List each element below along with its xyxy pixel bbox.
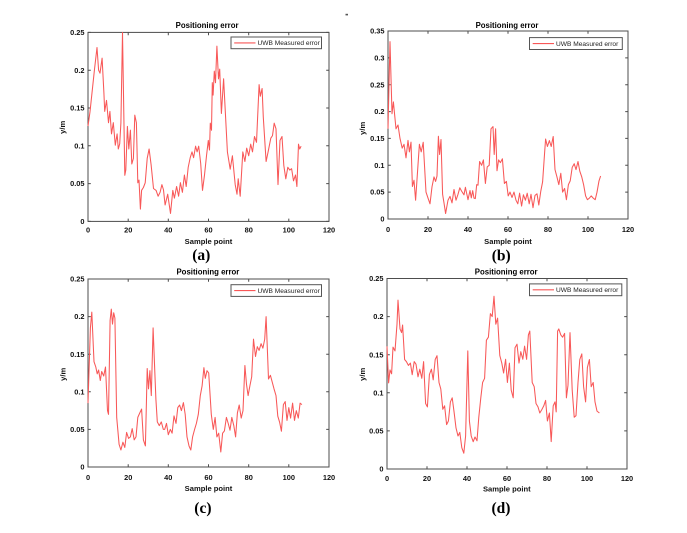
- svg-text:80: 80: [544, 225, 552, 234]
- svg-text:0: 0: [80, 463, 84, 472]
- svg-text:Sample point: Sample point: [185, 484, 233, 493]
- svg-text:120: 120: [323, 473, 335, 482]
- svg-text:60: 60: [204, 473, 212, 482]
- svg-text:0: 0: [385, 474, 389, 483]
- svg-text:100: 100: [581, 474, 593, 483]
- svg-text:0.15: 0.15: [70, 350, 84, 359]
- svg-text:0.1: 0.1: [373, 388, 383, 397]
- svg-text:y/m: y/m: [58, 121, 67, 134]
- svg-text:0.05: 0.05: [70, 425, 84, 434]
- svg-text:0.2: 0.2: [74, 66, 84, 75]
- svg-text:0.1: 0.1: [374, 161, 384, 170]
- svg-text:0.05: 0.05: [70, 179, 84, 188]
- svg-text:(d): (d): [492, 500, 511, 517]
- svg-text:40: 40: [164, 226, 172, 235]
- svg-text:0.2: 0.2: [373, 312, 383, 321]
- svg-text:0: 0: [86, 226, 90, 235]
- svg-text:0: 0: [86, 473, 90, 482]
- svg-text:Positioning error: Positioning error: [475, 267, 538, 276]
- svg-text:20: 20: [124, 226, 132, 235]
- svg-text:40: 40: [164, 473, 172, 482]
- svg-text:100: 100: [283, 226, 295, 235]
- svg-text:0.05: 0.05: [370, 188, 384, 197]
- svg-text:20: 20: [423, 474, 431, 483]
- svg-text:0.1: 0.1: [74, 141, 84, 150]
- svg-text:(c): (c): [194, 500, 211, 517]
- svg-text:0: 0: [379, 465, 383, 474]
- svg-text:0.2: 0.2: [374, 107, 384, 116]
- svg-text:20: 20: [124, 473, 132, 482]
- svg-text:UWB Measured error: UWB Measured error: [556, 287, 619, 294]
- svg-text:0.25: 0.25: [70, 275, 84, 284]
- svg-text:0.25: 0.25: [70, 28, 84, 37]
- svg-text:0.15: 0.15: [369, 350, 383, 359]
- svg-text:y/m: y/m: [59, 368, 68, 381]
- svg-text:UWB Measured error: UWB Measured error: [258, 288, 321, 295]
- svg-text:120: 120: [622, 225, 634, 234]
- svg-text:Positioning error: Positioning error: [176, 21, 239, 30]
- svg-text:0.15: 0.15: [370, 134, 384, 143]
- svg-text:Sample point: Sample point: [484, 237, 532, 246]
- svg-text:80: 80: [543, 474, 551, 483]
- svg-text:Sample point: Sample point: [185, 237, 233, 246]
- svg-text:100: 100: [283, 473, 295, 482]
- svg-text:20: 20: [424, 225, 432, 234]
- svg-text:80: 80: [245, 473, 253, 482]
- svg-text:Positioning error: Positioning error: [176, 267, 239, 276]
- svg-text:0.15: 0.15: [70, 104, 84, 113]
- svg-text:0: 0: [380, 215, 384, 224]
- svg-text:120: 120: [621, 474, 633, 483]
- svg-text:Sample point: Sample point: [483, 484, 531, 493]
- svg-text:Positioning error: Positioning error: [476, 21, 539, 30]
- svg-text:60: 60: [503, 474, 511, 483]
- svg-text:(b): (b): [492, 247, 511, 264]
- svg-text:60: 60: [504, 225, 512, 234]
- svg-text:0.25: 0.25: [369, 274, 383, 283]
- svg-text:UWB Measured error: UWB Measured error: [556, 41, 619, 48]
- svg-text:60: 60: [204, 226, 212, 235]
- svg-text:(a): (a): [192, 247, 210, 264]
- svg-text:y/m: y/m: [358, 368, 367, 381]
- svg-text:120: 120: [323, 226, 335, 235]
- svg-text:40: 40: [464, 225, 472, 234]
- svg-text:UWB Measured error: UWB Measured error: [258, 40, 321, 47]
- svg-text:0.25: 0.25: [370, 80, 384, 89]
- svg-text:40: 40: [463, 474, 471, 483]
- svg-text:0.05: 0.05: [369, 427, 383, 436]
- svg-text:0.1: 0.1: [74, 387, 84, 396]
- svg-text:0: 0: [386, 225, 390, 234]
- svg-text:0.2: 0.2: [74, 312, 84, 321]
- svg-text:80: 80: [245, 226, 253, 235]
- svg-text:0: 0: [80, 217, 84, 226]
- svg-text:0.3: 0.3: [374, 54, 384, 63]
- svg-text:y/m: y/m: [358, 122, 367, 135]
- svg-text:0.35: 0.35: [370, 27, 384, 36]
- svg-text:100: 100: [582, 225, 594, 234]
